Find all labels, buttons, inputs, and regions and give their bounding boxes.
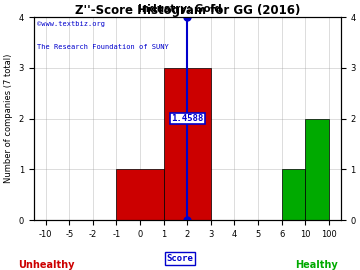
- Text: Healthy: Healthy: [296, 260, 338, 270]
- Title: Z''-Score Histogram for GG (2016): Z''-Score Histogram for GG (2016): [75, 4, 300, 17]
- Bar: [305, 119, 329, 220]
- Text: The Research Foundation of SUNY: The Research Foundation of SUNY: [37, 43, 168, 50]
- Bar: [164, 68, 211, 220]
- Text: Unhealthy: Unhealthy: [19, 260, 75, 270]
- Bar: [282, 169, 305, 220]
- Bar: [116, 169, 164, 220]
- Y-axis label: Number of companies (7 total): Number of companies (7 total): [4, 54, 13, 183]
- Text: Industry: Gold: Industry: Gold: [138, 5, 222, 15]
- Text: ©www.textbiz.org: ©www.textbiz.org: [37, 21, 105, 27]
- Text: Score: Score: [167, 254, 193, 263]
- Text: 1.4588: 1.4588: [171, 114, 203, 123]
